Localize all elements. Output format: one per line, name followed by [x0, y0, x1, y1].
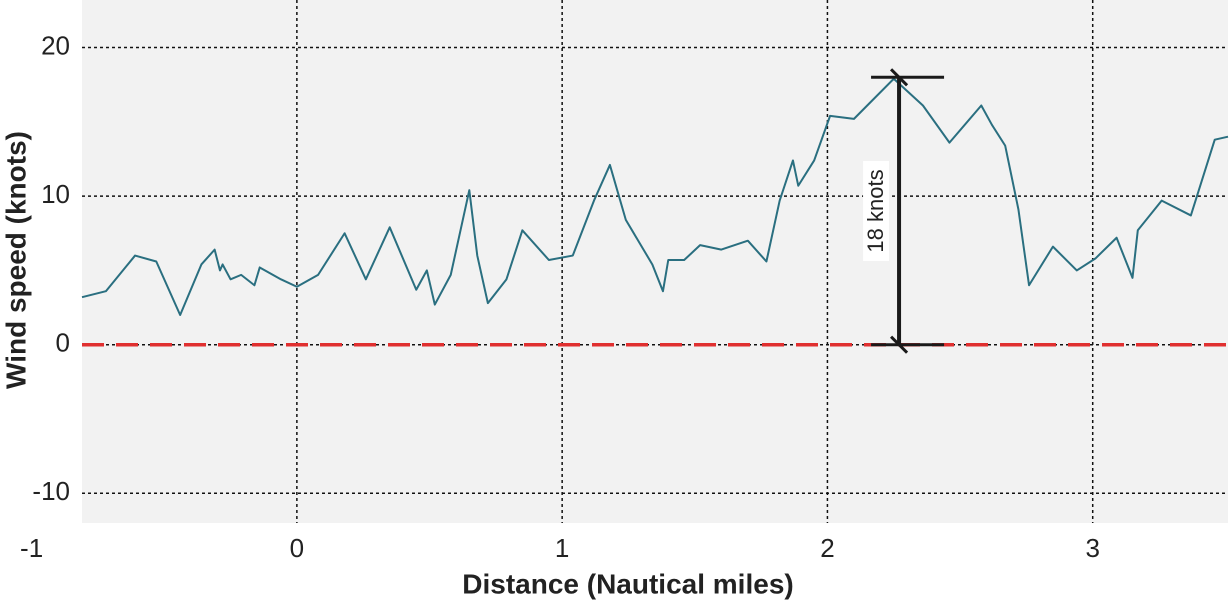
x-tick-label: -1 — [20, 533, 43, 563]
x-tick-label: 0 — [290, 533, 304, 563]
y-axis-title: Wind speed (knots) — [0, 131, 31, 389]
y-tick-label: -10 — [32, 476, 70, 506]
annotation-label-bg — [863, 160, 890, 261]
annotation-tick — [889, 68, 909, 87]
x-tick-label: 1 — [555, 533, 569, 563]
plot-area — [82, 0, 1228, 523]
annotation-tick — [889, 335, 909, 354]
x-tick-label: 3 — [1085, 533, 1099, 563]
x-tick-label: 2 — [820, 533, 834, 563]
annotation-label: 18 knots — [863, 169, 888, 252]
data-line — [81, 77, 1229, 316]
y-tick-label: 20 — [41, 30, 70, 60]
x-axis-title: Distance (Nautical miles) — [462, 568, 793, 599]
y-tick-label: 0 — [56, 328, 70, 358]
y-tick-label: 10 — [41, 179, 70, 209]
